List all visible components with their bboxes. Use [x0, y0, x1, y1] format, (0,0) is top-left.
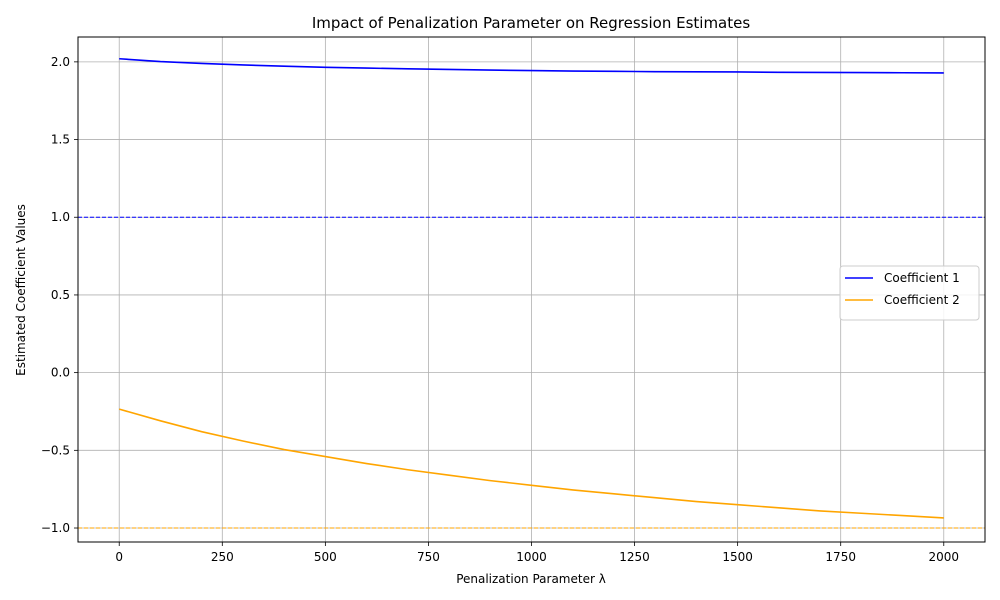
y-axis-label: Estimated Coefficient Values	[14, 204, 28, 376]
x-axis-label: Penalization Parameter λ	[456, 572, 606, 586]
x-ticks: 0 250 500 750 1000 1250 1500 1750 2000	[115, 542, 959, 564]
x-tick-label: 750	[417, 550, 440, 564]
legend-label: Coefficient 1	[884, 271, 960, 285]
x-tick-label: 1250	[619, 550, 650, 564]
y-tick-label: −0.5	[41, 443, 70, 457]
x-tick-label: 0	[115, 550, 123, 564]
series-group	[119, 57, 944, 519]
y-tick-label: 2.0	[51, 55, 70, 69]
x-tick-label: 250	[211, 550, 234, 564]
y-tick-label: 0.5	[51, 288, 70, 302]
legend-frame	[839, 265, 980, 321]
chart-title: Impact of Penalization Parameter on Regr…	[312, 14, 751, 32]
y-tick-label: 1.5	[51, 133, 70, 147]
y-tick-label: 1.0	[51, 210, 70, 224]
series-line	[119, 408, 944, 519]
y-ticks: −1.0 −0.5 0.0 0.5 1.0 1.5 2.0	[41, 55, 78, 535]
legend-label: Coefficient 2	[884, 293, 960, 307]
series-line	[119, 57, 944, 74]
x-tick-label: 2000	[928, 550, 959, 564]
x-tick-label: 1500	[722, 550, 753, 564]
legend: Coefficient 1 Coefficient 2	[839, 265, 980, 321]
y-tick-label: 0.0	[51, 366, 70, 380]
x-tick-label: 1000	[516, 550, 547, 564]
y-tick-label: −1.0	[41, 521, 70, 535]
reference-lines	[78, 216, 985, 529]
x-tick-label: 500	[314, 550, 337, 564]
x-tick-label: 1750	[825, 550, 856, 564]
